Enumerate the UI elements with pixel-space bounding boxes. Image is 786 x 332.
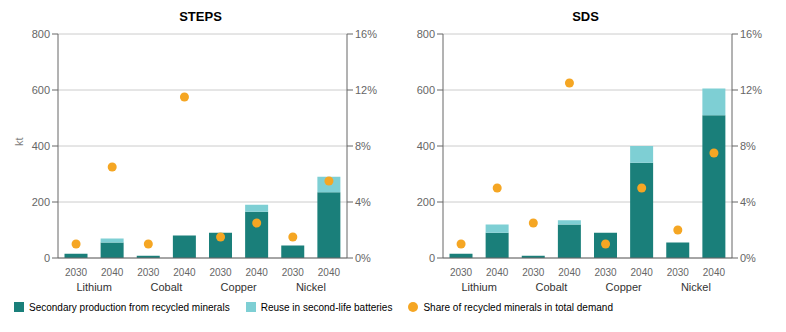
svg-text:800: 800 [417,28,435,40]
svg-text:kt: kt [13,137,25,146]
svg-text:400: 400 [417,140,435,152]
svg-text:200: 200 [417,196,435,208]
svg-text:4%: 4% [355,196,371,208]
svg-text:2030: 2030 [137,267,160,278]
svg-text:600: 600 [417,84,435,96]
svg-text:Nickel: Nickel [681,281,711,293]
svg-text:400: 400 [32,140,50,152]
svg-text:Lithium: Lithium [76,281,111,293]
svg-text:Cobalt: Cobalt [150,281,182,293]
svg-text:0%: 0% [355,252,371,264]
svg-text:2040: 2040 [246,267,269,278]
html-text:Share of recycled minerals in: Share of recycled minerals in total dema… [423,301,613,313]
html-text:Reuse in second-life batteries: Reuse in second-life batteries [260,301,393,313]
svg-text:12%: 12% [740,84,762,96]
svg-text:2040: 2040 [631,267,654,278]
svg-text:Copper: Copper [606,281,642,293]
svg-text:2030: 2030 [667,267,690,278]
svg-text:16%: 16% [355,28,377,40]
svg-text:200: 200 [32,196,50,208]
svg-text:2040: 2040 [173,267,196,278]
svg-text:8%: 8% [740,140,756,152]
svg-text:2040: 2040 [101,267,124,278]
svg-text:2030: 2030 [522,267,545,278]
svg-text:2030: 2030 [282,267,305,278]
html-text:STEPS: STEPS [179,9,222,24]
svg-text:2030: 2030 [594,267,617,278]
svg-text:Copper: Copper [221,281,257,293]
svg-text:2040: 2040 [703,267,726,278]
svg-text:0: 0 [44,252,50,264]
html-text:SDS: SDS [572,9,599,24]
svg-text:Lithium: Lithium [461,281,496,293]
svg-text:0: 0 [429,252,435,264]
svg-text:4%: 4% [740,196,756,208]
svg-text:2040: 2040 [486,267,509,278]
svg-text:2030: 2030 [65,267,88,278]
svg-text:2030: 2030 [209,267,232,278]
svg-text:2040: 2040 [558,267,581,278]
svg-text:2040: 2040 [318,267,341,278]
svg-text:2030: 2030 [450,267,473,278]
html-text:Secondary production from recy: Secondary production from recycled miner… [29,301,230,313]
svg-text:Nickel: Nickel [296,281,326,293]
svg-text:8%: 8% [355,140,371,152]
svg-text:800: 800 [32,28,50,40]
svg-text:12%: 12% [355,84,377,96]
svg-text:16%: 16% [740,28,762,40]
svg-text:600: 600 [32,84,50,96]
svg-text:0%: 0% [740,252,756,264]
svg-text:Cobalt: Cobalt [535,281,567,293]
